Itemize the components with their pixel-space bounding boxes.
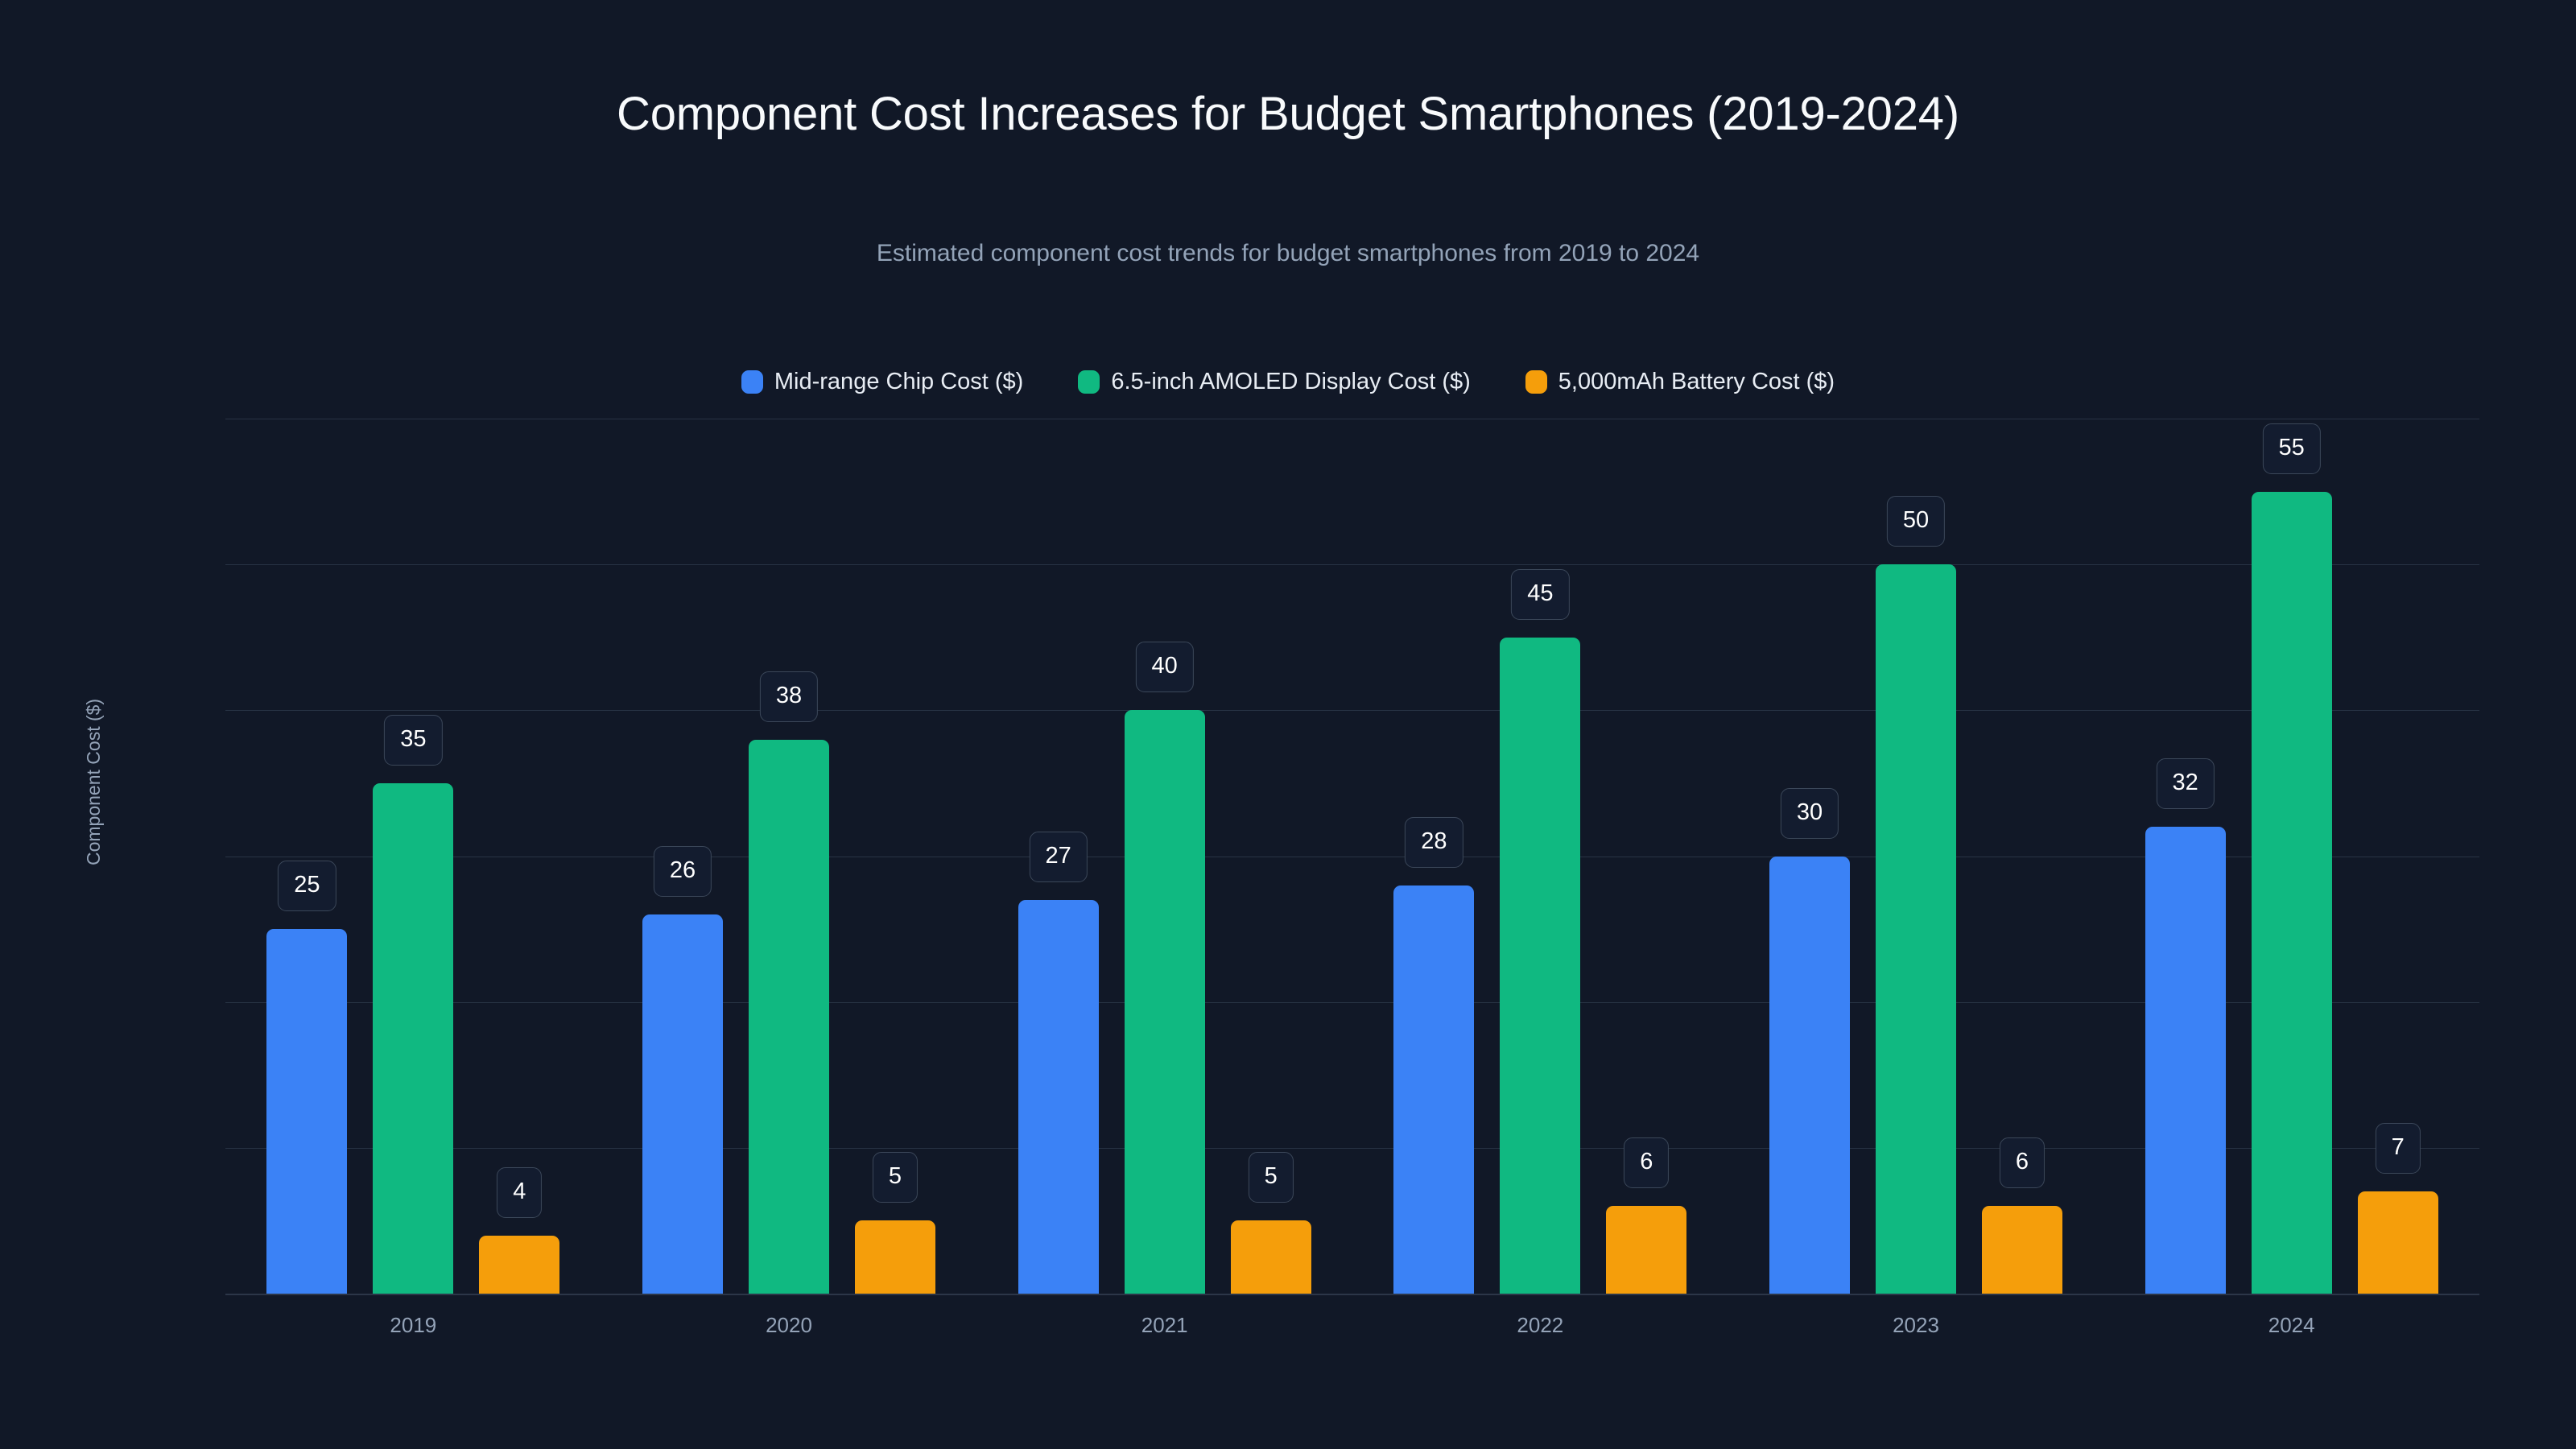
gridline	[225, 1294, 2479, 1295]
bar-value-label: 26	[653, 845, 712, 897]
bar[interactable]	[479, 1235, 560, 1294]
chart-title: Component Cost Increases for Budget Smar…	[617, 88, 1959, 140]
bar[interactable]	[266, 929, 348, 1294]
gridline	[225, 710, 2479, 712]
x-tick-label: 2022	[1517, 1313, 1564, 1337]
bar[interactable]	[749, 739, 829, 1294]
bar-slot: 38	[749, 419, 829, 1294]
x-tick-label: 2024	[2268, 1313, 2315, 1337]
x-tick-label: 2019	[390, 1313, 437, 1337]
bar-value-label: 35	[384, 714, 443, 766]
bar[interactable]	[2145, 827, 2226, 1294]
bar-slot: 5	[855, 419, 935, 1294]
legend-swatch-icon	[741, 370, 763, 394]
plot-area: 0102030405060253542019263852020274052021…	[225, 419, 2479, 1337]
bar[interactable]	[373, 782, 454, 1294]
bar-value-label: 4	[497, 1166, 543, 1218]
bar-slot: 35	[373, 419, 454, 1294]
bar[interactable]	[1606, 1206, 1687, 1294]
legend-item-label: 6.5-inch AMOLED Display Cost ($)	[1111, 369, 1471, 394]
bar-slot: 4	[479, 419, 560, 1294]
bar-slot: 7	[2357, 419, 2438, 1294]
x-tick-label: 2021	[1141, 1313, 1188, 1337]
bar-value-label: 5	[872, 1152, 919, 1203]
legend-swatch-icon	[1078, 370, 1100, 394]
bar[interactable]	[2251, 491, 2332, 1294]
bar-value-label: 28	[1405, 816, 1463, 868]
bar-slot: 6	[1606, 419, 1687, 1294]
bar-slot: 27	[1018, 419, 1099, 1294]
bar-group: 25 35 4	[266, 419, 560, 1294]
legend-item[interactable]: 5,000mAh Battery Cost ($)	[1525, 369, 1835, 395]
bar-group: 32 55 7	[2145, 419, 2438, 1294]
bar-slot: 30	[1769, 419, 1850, 1294]
bar[interactable]	[1124, 710, 1205, 1294]
bar-value-label: 55	[2262, 423, 2321, 474]
bar-slot: 28	[1393, 419, 1475, 1294]
bar[interactable]	[1876, 564, 1956, 1294]
bar-value-label: 30	[1780, 787, 1839, 839]
y-axis-title: Component Cost ($)	[83, 698, 104, 865]
bar-slot: 50	[1876, 419, 1956, 1294]
bar-value-label: 7	[2375, 1123, 2421, 1174]
bar-value-label: 32	[2156, 758, 2215, 810]
bar-slot: 32	[2145, 419, 2226, 1294]
legend-item[interactable]: Mid-range Chip Cost ($)	[741, 369, 1023, 395]
chart-subtitle: Estimated component cost trends for budg…	[876, 240, 1700, 266]
bar-value-label: 27	[1029, 831, 1088, 882]
bar[interactable]	[1500, 637, 1581, 1294]
bar-value-label: 5	[1248, 1152, 1294, 1203]
bar[interactable]	[855, 1220, 935, 1294]
bar[interactable]	[1393, 885, 1475, 1294]
bar-group: 30 50 6	[1769, 419, 2062, 1294]
bar-value-label: 40	[1135, 642, 1194, 693]
x-tick-label: 2020	[766, 1313, 812, 1337]
bar[interactable]	[2357, 1191, 2438, 1294]
gridline	[225, 1147, 2479, 1149]
bar-group: 28 45 6	[1393, 419, 1687, 1294]
bar-group: 26 38 5	[642, 419, 935, 1294]
bar-slot: 40	[1124, 419, 1205, 1294]
legend-swatch-icon	[1525, 370, 1547, 394]
bar-group: 27 40 5	[1018, 419, 1311, 1294]
legend-item-label: 5,000mAh Battery Cost ($)	[1558, 369, 1835, 394]
bar-slot: 6	[1982, 419, 2062, 1294]
x-tick-label: 2023	[1893, 1313, 1939, 1337]
bar-value-label: 25	[278, 861, 336, 912]
bar-value-label: 45	[1511, 568, 1570, 620]
bar-slot: 26	[642, 419, 723, 1294]
chart-legend: Mid-range Chip Cost ($) 6.5-inch AMOLED D…	[0, 369, 2576, 395]
bar-slot: 55	[2251, 419, 2332, 1294]
bar[interactable]	[1982, 1206, 2062, 1294]
gridline	[225, 564, 2479, 566]
bar[interactable]	[1018, 899, 1099, 1294]
bar-value-label: 50	[1886, 496, 1946, 547]
legend-item-label: Mid-range Chip Cost ($)	[774, 369, 1024, 394]
bar-value-label: 38	[759, 671, 819, 722]
bar-slot: 45	[1500, 419, 1581, 1294]
bar[interactable]	[642, 914, 723, 1294]
bar-value-label: 6	[1999, 1137, 2046, 1189]
bar[interactable]	[1230, 1220, 1311, 1294]
gridline	[225, 1001, 2479, 1003]
legend-item[interactable]: 6.5-inch AMOLED Display Cost ($)	[1078, 369, 1471, 395]
bar-slot: 25	[266, 419, 348, 1294]
bar-slot: 5	[1230, 419, 1311, 1294]
bar-value-label: 6	[1624, 1137, 1670, 1189]
bar[interactable]	[1769, 856, 1850, 1294]
